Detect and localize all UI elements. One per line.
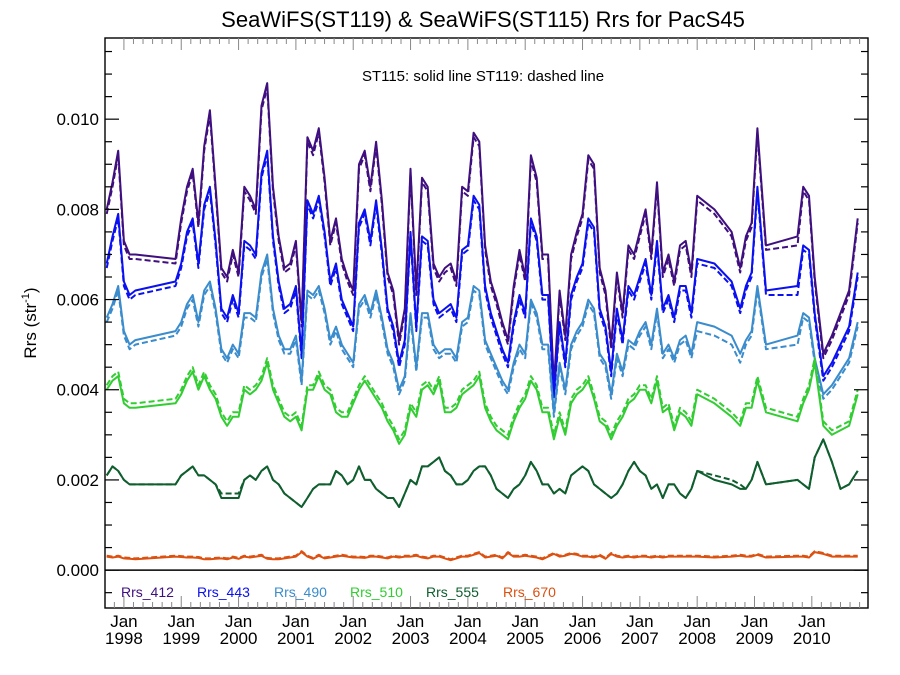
series-rrs-443-st119-dashed [105,154,859,400]
series-rrs-510-st119-dashed [105,357,859,441]
series-rrs-412-st115-solid [105,82,859,387]
x-tick-year: 2010 [793,629,831,648]
x-tick-label: Jan 1998 [105,612,143,648]
x-tick-label: Jan 2004 [449,612,487,648]
x-tick-year: 2000 [220,629,258,648]
x-tick-month: Jan [168,612,195,631]
y-axis-label: Rrs (str-1) [20,287,40,358]
x-tick-month: Jan [225,612,252,631]
x-tick-month: Jan [454,612,481,631]
x-tick-label: Jan 2000 [220,612,258,648]
x-tick-year: 2009 [736,629,774,648]
x-tick-year: 2002 [334,629,372,648]
x-tick-year: 2006 [564,629,602,648]
y-tick-label: 0.008 [56,200,99,219]
legend-item-rrs-555: Rrs_555 [426,584,479,600]
x-tick-label: Jan 2007 [621,612,659,648]
y-tick-label: 0.002 [56,471,99,490]
x-tick-label: Jan 1999 [162,612,200,648]
series-rrs-412-st119-dashed [105,86,859,391]
legend-item-rrs-490: Rrs_490 [274,584,327,600]
x-tick-month: Jan [282,612,309,631]
legend: Rrs_412 Rrs_443 Rrs_490 Rrs_510 Rrs_555 Rrs_6… [121,584,556,600]
y-axis-label-text: Rrs (str [21,303,40,359]
x-tick-month: Jan [110,612,137,631]
chart-title: SeaWiFS(ST119) & SeaWiFS(ST115) Rrs for … [221,7,745,32]
x-tick-year: 2001 [277,629,315,648]
x-tick-year: 2008 [678,629,716,648]
series-rrs-510-st115-solid [105,361,859,445]
series-rrs-555-st119-dashed [105,438,859,508]
y-axis-label-close: ) [21,287,40,293]
y-tick-label: 0.000 [56,561,99,580]
x-tick-label: Jan 2001 [277,612,315,648]
legend-item-rrs-510: Rrs_510 [350,584,403,600]
x-tick-month: Jan [683,612,710,631]
y-axis-label-superscript: -1 [20,293,32,303]
x-tick-year: 2004 [449,629,487,648]
line-style-annotation: ST115: solid line ST119: dashed line [362,68,604,85]
x-tick-label: Jan 2009 [736,612,774,648]
series-rrs-555-st115-solid [105,438,859,508]
series-rrs-490-st119-dashed [105,258,859,418]
y-tick-label: 0.006 [56,291,99,310]
x-tick-month: Jan [569,612,596,631]
x-tick-month: Jan [511,612,538,631]
y-tick-label: 0.010 [56,110,99,129]
series-rrs-670-st115-solid [106,551,858,562]
legend-item-rrs-670: Rrs_670 [503,584,556,600]
x-tick-label: Jan 2008 [678,612,716,648]
x-tick-month: Jan [741,612,768,631]
x-tick-year: 1998 [105,629,143,648]
series-rrs-443-st115-solid [105,149,859,396]
x-tick-month: Jan [340,612,367,631]
x-tick-label: Jan 2005 [506,612,544,648]
legend-item-rrs-443: Rrs_443 [197,584,250,600]
x-tick-label: Jan 2002 [334,612,372,648]
x-tick-year: 1999 [162,629,200,648]
x-tick-year: 2007 [621,629,659,648]
x-tick-label: Jan 2006 [564,612,602,648]
series-layer [105,82,859,562]
x-tick-month: Jan [397,612,424,631]
x-tick-month: Jan [626,612,653,631]
x-tick-label: Jan 2010 [793,612,831,648]
series-rrs-490-st115-solid [105,253,859,414]
y-tick-label: 0.004 [56,381,99,400]
x-tick-month: Jan [798,612,825,631]
x-tick-year: 2003 [392,629,430,648]
x-tick-year: 2005 [506,629,544,648]
x-tick-label: Jan 2003 [392,612,430,648]
legend-item-rrs-412: Rrs_412 [121,584,174,600]
